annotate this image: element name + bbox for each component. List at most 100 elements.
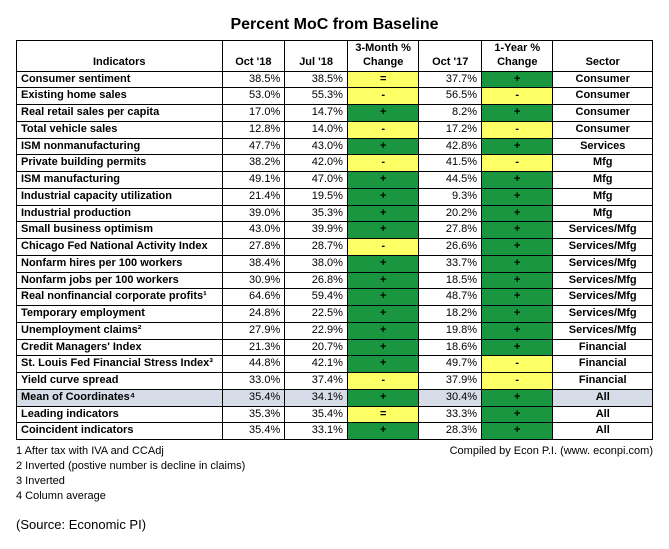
cell-sector: Financial: [553, 339, 653, 356]
cell-oct17: 18.2%: [419, 306, 482, 323]
cell-1yr-change: +: [482, 188, 553, 205]
cell-1yr-change: +: [482, 389, 553, 406]
cell-jul18: 20.7%: [285, 339, 348, 356]
cell-oct17: 33.3%: [419, 406, 482, 423]
cell-oct18: 21.4%: [222, 188, 285, 205]
cell-sector: All: [553, 389, 653, 406]
col-1yr: 1-Year % Change: [482, 41, 553, 72]
cell-oct18: 38.2%: [222, 155, 285, 172]
table-row: St. Louis Fed Financial Stress Index³44.…: [17, 356, 653, 373]
cell-jul18: 43.0%: [285, 138, 348, 155]
cell-3mo-change: +: [347, 356, 418, 373]
cell-sector: Services/Mfg: [553, 272, 653, 289]
cell-1yr-change: +: [482, 255, 553, 272]
cell-jul18: 28.7%: [285, 239, 348, 256]
cell-sector: Services/Mfg: [553, 239, 653, 256]
cell-sector: Services/Mfg: [553, 289, 653, 306]
cell-jul18: 35.3%: [285, 205, 348, 222]
table-row: Small business optimism43.0%39.9%+27.8%+…: [17, 222, 653, 239]
cell-oct18: 38.4%: [222, 255, 285, 272]
cell-oct17: 28.3%: [419, 423, 482, 440]
cell-oct17: 26.6%: [419, 239, 482, 256]
table-row: Real retail sales per capita17.0%14.7% +8…: [17, 105, 653, 122]
cell-oct17: 33.7%: [419, 255, 482, 272]
cell-oct17: 41.5%: [419, 155, 482, 172]
cell-jul18: 42.1%: [285, 356, 348, 373]
cell-1yr-change: +: [482, 105, 553, 122]
cell-oct18: 35.4%: [222, 423, 285, 440]
table-row: Yield curve spread33.0%37.4%-37.9%-Finan…: [17, 373, 653, 390]
cell-sector: All: [553, 423, 653, 440]
cell-oct18: 27.9%: [222, 322, 285, 339]
cell-jul18: 39.9%: [285, 222, 348, 239]
cell-indicator: Unemployment claims²: [17, 322, 223, 339]
cell-oct17: 44.5%: [419, 172, 482, 189]
cell-oct17: 8.2%: [419, 105, 482, 122]
cell-indicator: Industrial capacity utilization: [17, 188, 223, 205]
cell-oct17: 19.8%: [419, 322, 482, 339]
cell-jul18: 26.8%: [285, 272, 348, 289]
header-row: Indicators Oct '18 Jul '18 3-Month % Cha…: [17, 41, 653, 72]
cell-3mo-change: +: [347, 172, 418, 189]
cell-sector: All: [553, 406, 653, 423]
cell-sector: Services/Mfg: [553, 306, 653, 323]
cell-oct17: 18.6%: [419, 339, 482, 356]
cell-oct17: 49.7%: [419, 356, 482, 373]
footnotes: Compiled by Econ P.I. (www. econpi.com) …: [16, 444, 653, 503]
table-body: Consumer sentiment38.5%38.5%=37.7%+Consu…: [17, 71, 653, 440]
col-jul18: Jul '18: [285, 41, 348, 72]
cell-sector: Mfg: [553, 205, 653, 222]
cell-indicator: Coincident indicators: [17, 423, 223, 440]
chart-title: Percent MoC from Baseline: [16, 16, 653, 34]
table-row: Existing home sales53.0%55.3%-56.5%-Cons…: [17, 88, 653, 105]
table-row: Real nonfinancial corporate profits¹64.6…: [17, 289, 653, 306]
cell-1yr-change: +: [482, 172, 553, 189]
cell-jul18: 34.1%: [285, 389, 348, 406]
cell-sector: Mfg: [553, 188, 653, 205]
cell-sector: Mfg: [553, 155, 653, 172]
table-row: Unemployment claims²27.9%22.9%+19.8%+Ser…: [17, 322, 653, 339]
cell-indicator: Leading indicators: [17, 406, 223, 423]
table-row: Consumer sentiment38.5%38.5%=37.7%+Consu…: [17, 71, 653, 88]
cell-indicator: Total vehicle sales: [17, 121, 223, 138]
cell-oct18: 12.8%: [222, 121, 285, 138]
cell-sector: Consumer: [553, 105, 653, 122]
table-row: ISM manufacturing49.1%47.0%+44.5%+Mfg: [17, 172, 653, 189]
col-sector: Sector: [553, 41, 653, 72]
cell-jul18: 55.3%: [285, 88, 348, 105]
cell-1yr-change: +: [482, 272, 553, 289]
col-indicators: Indicators: [17, 41, 223, 72]
cell-oct18: 17.0%: [222, 105, 285, 122]
cell-indicator: Real retail sales per capita: [17, 105, 223, 122]
cell-oct18: 47.7%: [222, 138, 285, 155]
cell-3mo-change: -: [347, 373, 418, 390]
cell-indicator: Mean of Coordinates⁴: [17, 389, 223, 406]
cell-sector: Financial: [553, 356, 653, 373]
cell-oct17: 48.7%: [419, 289, 482, 306]
table-row: Coincident indicators35.4%33.1%+28.3%+Al…: [17, 423, 653, 440]
cell-1yr-change: +: [482, 239, 553, 256]
cell-3mo-change: +: [347, 306, 418, 323]
footnote-3: 3 Inverted: [16, 474, 653, 489]
cell-1yr-change: +: [482, 322, 553, 339]
cell-jul18: 47.0%: [285, 172, 348, 189]
cell-sector: Services/Mfg: [553, 255, 653, 272]
cell-oct17: 56.5%: [419, 88, 482, 105]
cell-indicator: St. Louis Fed Financial Stress Index³: [17, 356, 223, 373]
cell-sector: Services/Mfg: [553, 222, 653, 239]
cell-3mo-change: =: [347, 406, 418, 423]
footnote-4: 4 Column average: [16, 489, 653, 504]
cell-jul18: 22.9%: [285, 322, 348, 339]
cell-jul18: 22.5%: [285, 306, 348, 323]
cell-jul18: 14.7%: [285, 105, 348, 122]
cell-indicator: Credit Managers' Index: [17, 339, 223, 356]
cell-sector: Services: [553, 138, 653, 155]
cell-indicator: Industrial production: [17, 205, 223, 222]
col-oct18: Oct '18: [222, 41, 285, 72]
cell-1yr-change: +: [482, 406, 553, 423]
cell-indicator: Nonfarm jobs per 100 workers: [17, 272, 223, 289]
cell-jul18: 19.5%: [285, 188, 348, 205]
cell-jul18: 38.0%: [285, 255, 348, 272]
cell-indicator: ISM nonmanufacturing: [17, 138, 223, 155]
cell-1yr-change: -: [482, 88, 553, 105]
